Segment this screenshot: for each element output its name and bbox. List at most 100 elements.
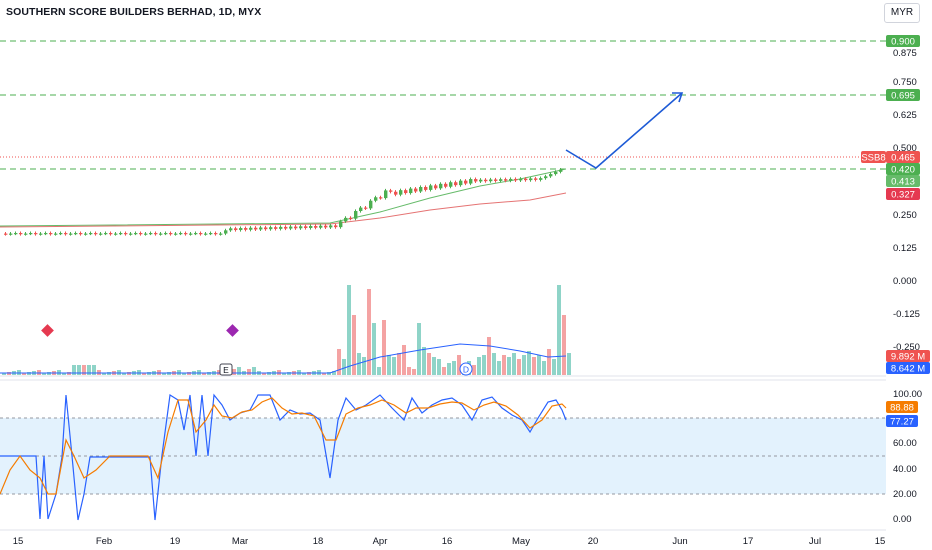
candle-body <box>369 200 373 209</box>
candle-body <box>494 179 498 181</box>
volume-bar <box>367 289 371 375</box>
x-tick: Jun <box>672 536 687 547</box>
x-tick: 15 <box>875 536 886 547</box>
dividend-marker[interactable] <box>459 362 473 376</box>
dividend-marker-label: D <box>463 365 469 375</box>
candle-body <box>14 233 18 235</box>
x-tick: Mar <box>232 536 248 547</box>
volume-bar <box>407 367 411 375</box>
candle-body <box>4 233 8 235</box>
candle-body <box>294 226 298 229</box>
volume-bars-group <box>2 285 571 375</box>
volume-bar <box>92 365 96 375</box>
projection-arrow[interactable] <box>565 92 683 169</box>
price-tick: 0.125 <box>893 243 917 254</box>
volume-bar <box>357 353 361 375</box>
candle-body <box>444 183 448 187</box>
volume-bar <box>527 351 531 375</box>
volume-bar <box>422 347 426 375</box>
candle-body <box>9 233 13 235</box>
candle-body <box>134 233 138 235</box>
volume-bar <box>162 373 166 375</box>
candle-body <box>509 178 513 181</box>
volume-bar <box>427 353 431 375</box>
volume-ma-label: 8.642 M <box>891 364 925 375</box>
x-tick: Jul <box>809 536 821 547</box>
candle-body <box>184 233 188 235</box>
ma-fast-label: 0.413 <box>891 177 915 188</box>
stoch-k-line <box>0 393 567 521</box>
candle-body <box>554 171 558 175</box>
last-price-label-box <box>886 151 920 163</box>
candle-body <box>419 186 423 192</box>
volume-bar <box>387 355 391 375</box>
volume-bar <box>547 349 551 375</box>
ma-fast-label-box <box>886 175 920 187</box>
volume-bar <box>487 337 491 375</box>
candle-body <box>404 190 408 194</box>
currency-button[interactable]: MYR <box>884 3 920 23</box>
volume-bar <box>122 373 126 375</box>
volume-bar <box>512 353 516 375</box>
candle-body <box>499 179 503 181</box>
volume-bar <box>482 355 486 375</box>
volume-bar <box>142 373 146 375</box>
candle-body <box>54 233 58 235</box>
candle-body <box>339 221 343 228</box>
candle-body <box>304 226 308 229</box>
candle-body <box>214 233 218 235</box>
volume-bar <box>262 373 266 375</box>
volume-bar <box>502 355 506 375</box>
stoch-tick: 60.00 <box>893 438 917 449</box>
volume-bar <box>102 373 106 375</box>
candle-body <box>489 179 493 182</box>
candle-body <box>279 226 283 229</box>
volume-bar <box>412 369 416 375</box>
volume-label: 9.892 M <box>891 352 925 363</box>
candle-body <box>104 233 108 235</box>
candle-body <box>144 233 148 235</box>
candle-body <box>219 233 223 235</box>
volume-bar <box>557 285 561 375</box>
candle-body <box>199 233 203 235</box>
stoch-tick: 100.00 <box>893 389 922 400</box>
candle-body <box>149 233 153 235</box>
candle-body <box>94 233 98 235</box>
price-tick: 0.000 <box>893 276 917 287</box>
volume-bar <box>457 355 461 375</box>
earnings-marker[interactable] <box>219 363 233 376</box>
volume-bar <box>392 357 396 375</box>
candle-body <box>334 225 338 228</box>
volume-bar <box>62 373 66 375</box>
volume-bar <box>382 320 386 375</box>
x-tick: Feb <box>96 536 112 547</box>
volume-bar <box>72 365 76 375</box>
volume-bar <box>397 353 401 375</box>
signal-marker-red[interactable] <box>41 324 54 337</box>
candle-body <box>79 233 83 235</box>
candle-body <box>384 190 388 199</box>
candle-body <box>209 233 213 235</box>
candle-body <box>474 179 478 182</box>
candle-body <box>224 230 228 234</box>
candle-body <box>424 186 428 190</box>
price-tick: 0.500 <box>893 143 917 154</box>
candle-body <box>99 233 103 235</box>
x-tick: 20 <box>588 536 599 547</box>
candle-body <box>269 227 273 230</box>
candle-body <box>74 233 78 235</box>
candle-body <box>454 182 458 186</box>
volume-bar <box>377 367 381 375</box>
volume-bar <box>452 361 456 375</box>
volume-bar <box>567 353 571 375</box>
candle-body <box>289 226 293 229</box>
volume-bar <box>362 357 366 375</box>
signal-marker-purple[interactable] <box>226 324 239 337</box>
candle-body <box>349 217 353 220</box>
candle-body <box>64 233 68 235</box>
volume-bar <box>552 359 556 375</box>
candle-body <box>159 233 163 235</box>
candle-body <box>549 174 553 177</box>
candle-body <box>24 233 28 235</box>
